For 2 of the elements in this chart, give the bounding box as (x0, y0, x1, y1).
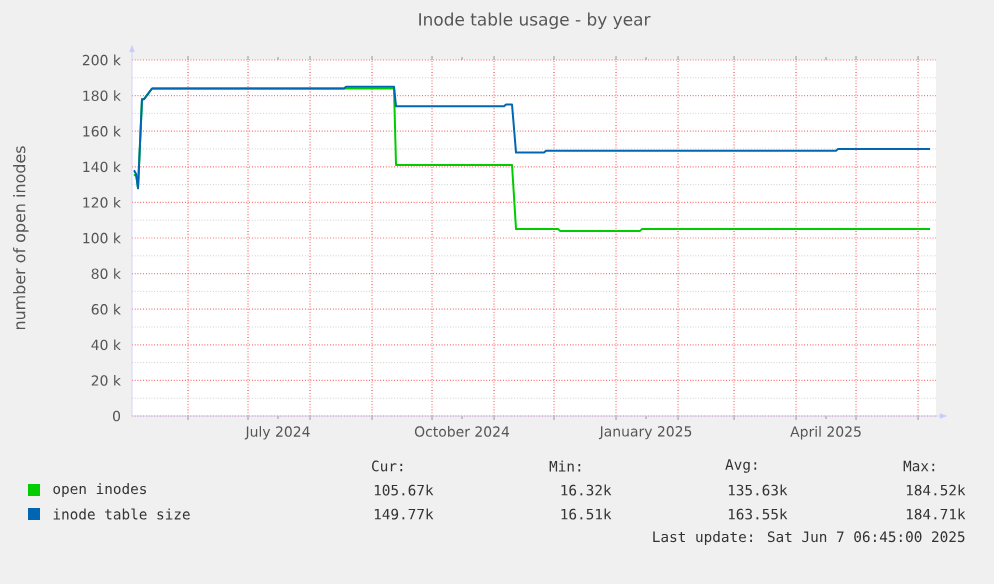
line-series (133, 85, 932, 190)
chart-title: Inode table usage - by year (419, 12, 651, 30)
